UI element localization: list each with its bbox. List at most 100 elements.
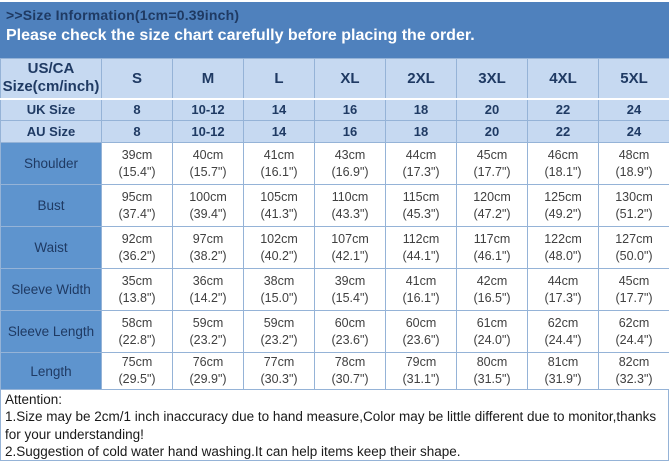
measurement-cell: 78cm(30.7") [315, 353, 386, 390]
measurement-cell: 58cm(22.8") [102, 311, 173, 353]
measurement-inch: (16.5") [457, 290, 527, 307]
measurement-cell: 41cm(16.1") [386, 269, 457, 311]
measurement-inch: (14.2") [173, 290, 243, 307]
measurement-cell: 43cm(16.9") [315, 143, 386, 185]
measurement-cell: 122cm(48.0") [528, 227, 599, 269]
measurement-cm: 59cm [173, 315, 243, 332]
measurement-cm: 81cm [528, 354, 598, 371]
measurement-cm: 48cm [599, 147, 669, 164]
size-value-cell: 10-12 [173, 99, 244, 121]
measurement-inch: (18.9") [599, 164, 669, 181]
measurement-inch: (50.0") [599, 248, 669, 265]
measurement-cm: 41cm [386, 273, 456, 290]
measurement-inch: (46.1") [457, 248, 527, 265]
measurement-inch: (16.1") [244, 164, 314, 181]
measurement-inch: (31.9") [528, 371, 598, 388]
size-column-header: L [244, 59, 315, 99]
measurement-cm: 59cm [244, 315, 314, 332]
measurement-cell: 100cm(39.4") [173, 185, 244, 227]
measurement-cm: 75cm [102, 354, 172, 371]
measurement-cell: 97cm(38.2") [173, 227, 244, 269]
measurement-cell: 115cm(45.3") [386, 185, 457, 227]
size-column-header: 5XL [599, 59, 669, 99]
measurement-cell: 117cm(46.1") [457, 227, 528, 269]
measurement-cell: 61cm(24.0") [457, 311, 528, 353]
measurement-cm: 107cm [315, 231, 385, 248]
measurement-inch: (15.4") [102, 164, 172, 181]
measurement-cell: 130cm(51.2") [599, 185, 669, 227]
measurement-cm: 78cm [315, 354, 385, 371]
size-value-cell: 8 [102, 99, 173, 121]
measurement-cm: 58cm [102, 315, 172, 332]
measurement-cell: 79cm(31.1") [386, 353, 457, 390]
size-value-cell: 16 [315, 121, 386, 143]
measurement-cm: 95cm [102, 189, 172, 206]
measurement-inch: (15.4") [315, 290, 385, 307]
measurement-cm: 122cm [528, 231, 598, 248]
measurement-cell: 112cm(44.1") [386, 227, 457, 269]
measurement-inch: (36.2") [102, 248, 172, 265]
measurement-inch: (43.3") [315, 206, 385, 223]
size-column-header: S [102, 59, 173, 99]
measurement-cm: 110cm [315, 189, 385, 206]
measurement-cell: 75cm(29.5") [102, 353, 173, 390]
measurement-inch: (41.3") [244, 206, 314, 223]
measurement-inch: (15.0") [244, 290, 314, 307]
measurement-cm: 39cm [315, 273, 385, 290]
measurement-inch: (29.9") [173, 371, 243, 388]
measurement-cell: 107cm(42.1") [315, 227, 386, 269]
measurement-inch: (23.2") [244, 332, 314, 349]
measurement-cell: 40cm(15.7") [173, 143, 244, 185]
measurement-cell: 48cm(18.9") [599, 143, 669, 185]
measurement-cell: 60cm(23.6") [315, 311, 386, 353]
measurement-inch: (24.0") [457, 332, 527, 349]
measurement-cm: 77cm [244, 354, 314, 371]
measurement-inch: (31.1") [386, 371, 456, 388]
measurement-inch: (30.3") [244, 371, 314, 388]
measurement-cm: 62cm [528, 315, 598, 332]
measurement-cm: 41cm [244, 147, 314, 164]
measurement-cell: 62cm(24.4") [599, 311, 669, 353]
measurement-inch: (30.7") [315, 371, 385, 388]
measurement-cell: 59cm(23.2") [244, 311, 315, 353]
attention-line-1: 1.Size may be 2cm/1 inch inaccuracy due … [5, 408, 664, 443]
measurement-inch: (17.3") [528, 290, 598, 307]
measurement-cm: 112cm [386, 231, 456, 248]
measurement-cm: 40cm [173, 147, 243, 164]
measurement-cell: 36cm(14.2") [173, 269, 244, 311]
size-value-cell: 20 [457, 99, 528, 121]
measurement-cell: 59cm(23.2") [173, 311, 244, 353]
banner-message: Please check the size chart carefully be… [0, 24, 669, 45]
measurement-inch: (38.2") [173, 248, 243, 265]
measurement-cm: 120cm [457, 189, 527, 206]
measurement-cm: 60cm [386, 315, 456, 332]
measurement-cell: 110cm(43.3") [315, 185, 386, 227]
attention-section: Attention: 1.Size may be 2cm/1 inch inac… [0, 390, 669, 461]
top-banner: >>Size Information(1cm=0.39inch) Please … [0, 0, 669, 58]
measurement-cell: 44cm(17.3") [386, 143, 457, 185]
row-label: Sleeve Width [1, 269, 102, 311]
size-value-cell: 20 [457, 121, 528, 143]
measurement-cell: 95cm(37.4") [102, 185, 173, 227]
page-title: >>Size Information(1cm=0.39inch) [0, 5, 669, 24]
measurement-inch: (39.4") [173, 206, 243, 223]
measurement-cell: 38cm(15.0") [244, 269, 315, 311]
measurement-inch: (17.3") [386, 164, 456, 181]
measurement-cm: 44cm [528, 273, 598, 290]
measurement-cell: 102cm(40.2") [244, 227, 315, 269]
measurement-cell: 76cm(29.9") [173, 353, 244, 390]
row-label: Waist [1, 227, 102, 269]
measurement-inch: (51.2") [599, 206, 669, 223]
measurement-cm: 97cm [173, 231, 243, 248]
size-value-cell: 24 [599, 121, 669, 143]
measurement-cell: 39cm(15.4") [102, 143, 173, 185]
measurement-cell: 39cm(15.4") [315, 269, 386, 311]
measurement-cm: 130cm [599, 189, 669, 206]
measurement-cm: 105cm [244, 189, 314, 206]
